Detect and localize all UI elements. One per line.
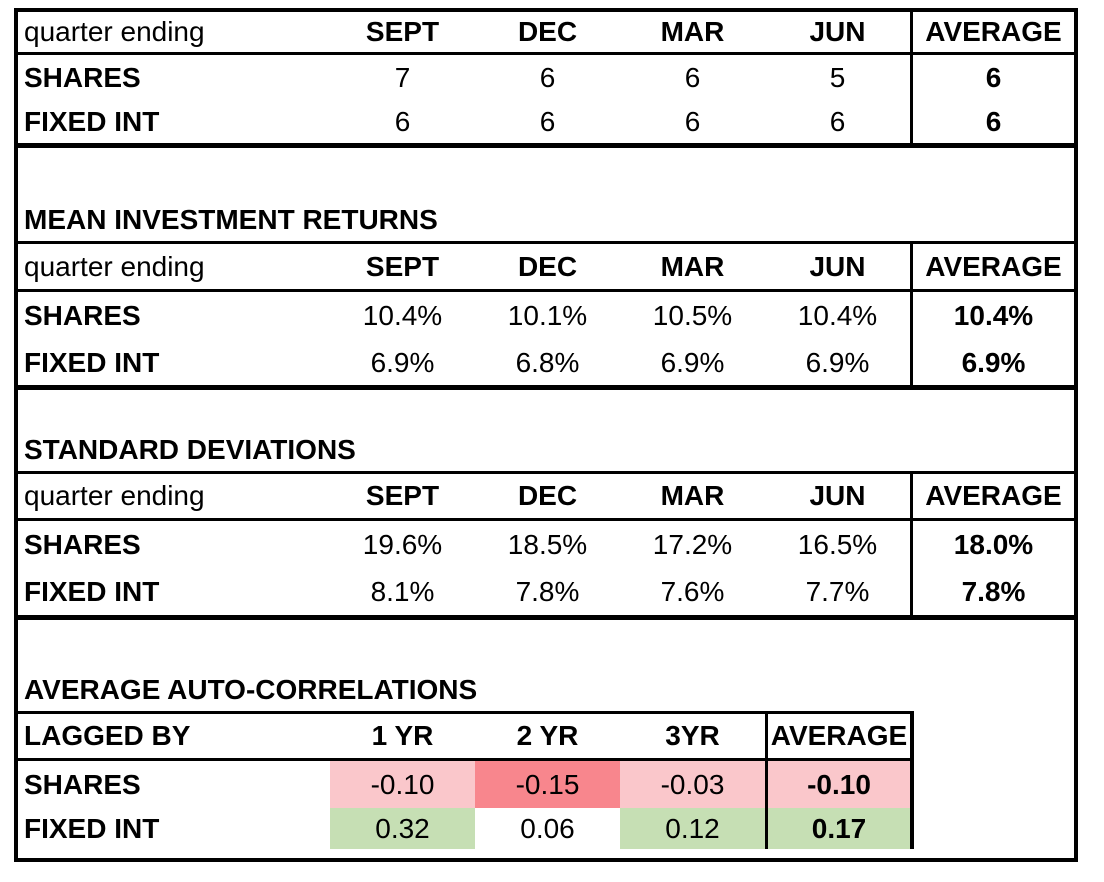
average-cell[interactable]: 18.0% [910, 521, 1074, 569]
average-cell[interactable]: 6 [910, 55, 1074, 100]
row-label[interactable]: FIXED INT [24, 105, 160, 137]
section-spacer [18, 148, 1074, 200]
average-cell[interactable]: 10.4% [910, 292, 1074, 340]
table-row-fixed-int: FIXED INT 0.32 0.06 0.12 0.17 [18, 808, 910, 849]
value-cell-strong-negative[interactable]: -0.15 [475, 761, 620, 808]
average-cell[interactable]: 6 [910, 100, 1074, 143]
header-cell-mar[interactable]: MAR [660, 480, 725, 511]
table-header-row: LAGGED BY 1 YR 2 YR 3YR AVERAGE [18, 714, 910, 761]
row-label[interactable]: FIXED INT [24, 346, 160, 378]
table-row-shares: SHARES 7 6 6 5 6 [18, 55, 1074, 100]
table-row-shares: SHARES 10.4% 10.1% 10.5% 10.4% 10.4% [18, 292, 1074, 340]
sheet-grid: quarter ending SEPT DEC MAR JUN AVERAGE … [14, 8, 1078, 862]
value-cell[interactable]: 17.2% [652, 529, 733, 560]
value-cell-negative[interactable]: -0.03 [620, 761, 765, 808]
value-cell[interactable]: 10.4% [797, 300, 878, 331]
value-cell[interactable]: 7.6% [660, 576, 725, 607]
table-header-row: quarter ending SEPT DEC MAR JUN AVERAGE [18, 12, 1074, 55]
row-label[interactable]: SHARES [24, 768, 141, 800]
header-cell-sept[interactable]: SEPT [365, 480, 440, 511]
row-label[interactable]: FIXED INT [24, 812, 160, 844]
table-auto-correlations: AVERAGE AUTO-CORRELATIONS LAGGED BY 1 YR… [18, 666, 1074, 849]
value-cell-positive[interactable]: 0.32 [330, 808, 475, 849]
header-cell-mar[interactable]: MAR [660, 16, 725, 47]
value-cell[interactable]: 10.1% [507, 300, 588, 331]
value-cell[interactable]: 6.8% [515, 346, 580, 378]
table-header-row: quarter ending SEPT DEC MAR JUN AVERAGE [18, 474, 1074, 521]
value-cell-positive[interactable]: 0.12 [620, 808, 765, 849]
average-cell[interactable]: 7.8% [910, 569, 1074, 615]
header-cell-average[interactable]: AVERAGE [910, 12, 1074, 52]
average-cell-positive[interactable]: 0.17 [765, 808, 910, 849]
table-row-shares: SHARES 19.6% 18.5% 17.2% 16.5% 18.0% [18, 521, 1074, 569]
table-frequency: quarter ending SEPT DEC MAR JUN AVERAGE … [18, 12, 1074, 148]
section-title[interactable]: AVERAGE AUTO-CORRELATIONS [18, 666, 914, 714]
value-cell[interactable]: 7.8% [515, 576, 580, 607]
value-cell[interactable]: 6 [684, 61, 701, 93]
value-cell[interactable]: 16.5% [797, 529, 878, 560]
auto-correlations-grid: LAGGED BY 1 YR 2 YR 3YR AVERAGE SHARES -… [18, 714, 914, 849]
value-cell[interactable]: 18.5% [507, 529, 588, 560]
row-label[interactable]: SHARES [24, 61, 141, 93]
value-cell[interactable]: 8.1% [370, 576, 435, 607]
value-cell[interactable]: 7.7% [805, 576, 870, 607]
value-cell[interactable]: 6 [539, 105, 556, 137]
table-row-fixed-int: FIXED INT 6 6 6 6 6 [18, 100, 1074, 148]
header-cell-sept[interactable]: SEPT [365, 250, 440, 282]
value-cell[interactable]: 6 [684, 105, 701, 137]
header-cell-jun[interactable]: JUN [809, 480, 866, 511]
header-cell-lagged-by[interactable]: LAGGED BY [24, 720, 191, 751]
header-cell-2yr[interactable]: 2 YR [516, 720, 579, 751]
value-cell[interactable]: 5 [829, 61, 846, 93]
table-row-fixed-int: FIXED INT 6.9% 6.8% 6.9% 6.9% 6.9% [18, 340, 1074, 390]
value-cell[interactable]: 6.9% [370, 346, 435, 378]
header-cell-average[interactable]: AVERAGE [910, 474, 1074, 518]
row-label[interactable]: SHARES [24, 529, 141, 560]
header-cell-dec[interactable]: DEC [517, 250, 578, 282]
header-cell-dec[interactable]: DEC [517, 16, 578, 47]
row-label[interactable]: SHARES [24, 300, 141, 331]
header-cell-dec[interactable]: DEC [517, 480, 578, 511]
section-title[interactable]: MEAN INVESTMENT RETURNS [18, 200, 1074, 244]
header-cell-jun[interactable]: JUN [809, 250, 866, 282]
header-cell-average[interactable]: AVERAGE [910, 244, 1074, 289]
value-cell-negative[interactable]: -0.10 [330, 761, 475, 808]
value-cell[interactable]: 6 [539, 61, 556, 93]
value-cell[interactable]: 19.6% [362, 529, 443, 560]
section-title[interactable]: STANDARD DEVIATIONS [18, 430, 1074, 474]
table-row-fixed-int: FIXED INT 8.1% 7.8% 7.6% 7.7% 7.8% [18, 569, 1074, 620]
table-row-shares: SHARES -0.10 -0.15 -0.03 -0.10 [18, 761, 910, 808]
row-label[interactable]: FIXED INT [24, 576, 160, 607]
value-cell[interactable]: 6 [829, 105, 846, 137]
table-mean-returns: MEAN INVESTMENT RETURNS quarter ending S… [18, 200, 1074, 390]
value-cell[interactable]: 10.5% [652, 300, 733, 331]
header-cell-sept[interactable]: SEPT [365, 16, 440, 47]
value-cell[interactable]: 0.06 [520, 812, 575, 844]
value-cell[interactable]: 6.9% [805, 346, 870, 378]
header-cell-quarter-ending[interactable]: quarter ending [24, 250, 205, 282]
value-cell[interactable]: 7 [394, 61, 411, 93]
header-cell-jun[interactable]: JUN [809, 16, 866, 47]
table-standard-deviations: STANDARD DEVIATIONS quarter ending SEPT … [18, 430, 1074, 620]
header-cell-quarter-ending[interactable]: quarter ending [24, 16, 205, 47]
section-spacer [18, 620, 1074, 666]
value-cell[interactable]: 6 [394, 105, 411, 137]
header-cell-quarter-ending[interactable]: quarter ending [24, 480, 205, 511]
average-cell-negative[interactable]: -0.10 [765, 761, 910, 808]
header-cell-average[interactable]: AVERAGE [765, 714, 910, 758]
value-cell[interactable]: 6.9% [660, 346, 725, 378]
value-cell[interactable]: 10.4% [362, 300, 443, 331]
average-cell[interactable]: 6.9% [910, 340, 1074, 385]
section-spacer [18, 390, 1074, 430]
table-header-row: quarter ending SEPT DEC MAR JUN AVERAGE [18, 244, 1074, 292]
header-cell-3yr[interactable]: 3YR [665, 720, 720, 751]
header-cell-1yr[interactable]: 1 YR [371, 720, 434, 751]
header-cell-mar[interactable]: MAR [660, 250, 725, 282]
